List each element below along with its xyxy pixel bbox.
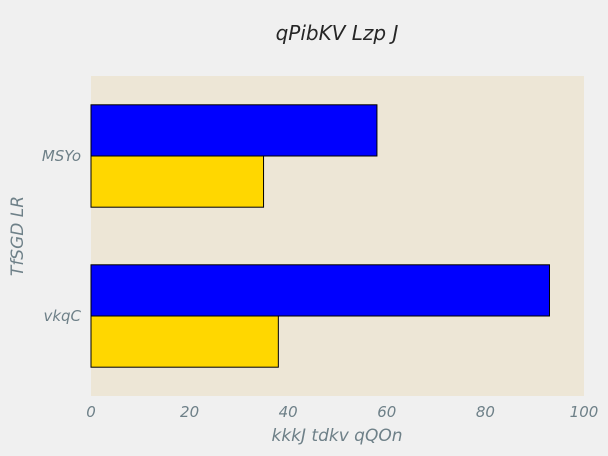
bar-vkqc-series-2 — [90, 315, 279, 368]
x-tick-label: 20 — [180, 403, 199, 421]
x-axis-label: kkkJ tdkv qQOn — [271, 426, 402, 446]
y-tick-label: MSYo — [42, 147, 81, 165]
x-tick-labels: 0 20 40 60 80 100 — [86, 403, 598, 421]
bar-vkqc-series-1 — [90, 264, 550, 317]
chart-title: qPibKV Lzp J — [276, 21, 399, 45]
x-tick-label: 80 — [476, 403, 495, 421]
y-axis-label: TfSGD LR — [8, 196, 28, 276]
x-tick-label: 60 — [377, 403, 396, 421]
x-tick-label: 40 — [279, 403, 298, 421]
y-tick-labels: vkqC MSYo — [42, 147, 82, 325]
bars-group — [90, 104, 550, 368]
x-tick-label: 0 — [86, 403, 96, 421]
bar-msyo-series-2 — [90, 155, 265, 208]
x-tick-label: 100 — [570, 403, 599, 421]
y-tick-label: vkqC — [43, 307, 81, 325]
bar-msyo-series-1 — [90, 104, 378, 157]
